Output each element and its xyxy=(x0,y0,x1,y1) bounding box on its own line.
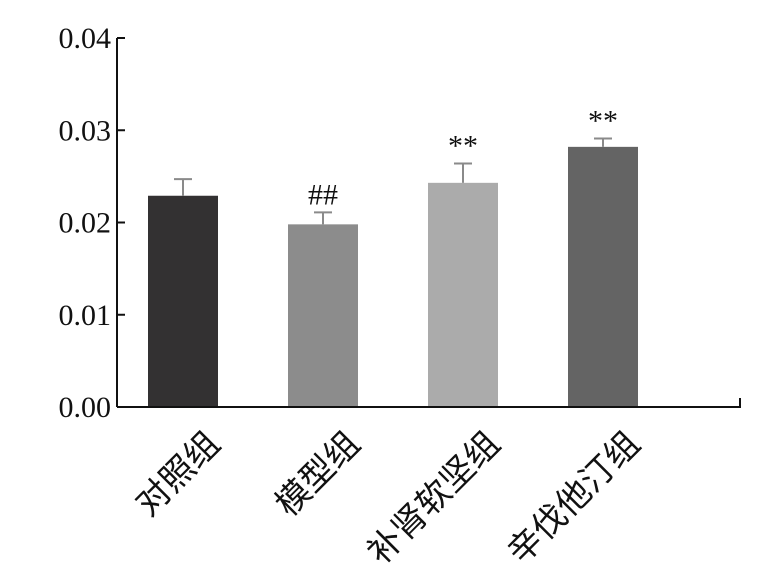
bar xyxy=(428,182,498,407)
bars-group xyxy=(148,146,638,408)
x-category-label: 辛伐他汀组 xyxy=(500,424,648,570)
significance-marker: ** xyxy=(588,105,618,138)
bar xyxy=(288,224,358,407)
y-axis-ticks-group: 0.00 0.01 0.02 0.03 0.04 xyxy=(59,22,125,424)
x-category-label: 模型组 xyxy=(268,424,368,524)
y-tick-label: 0.02 xyxy=(59,207,112,240)
y-tick-label: 0.03 xyxy=(59,114,112,147)
significance-marker: ## xyxy=(308,178,338,211)
x-axis-line xyxy=(117,398,741,408)
y-tick-label: 0.01 xyxy=(59,299,112,332)
significance-markers-group: ## ** ** xyxy=(308,105,618,212)
error-bars-group xyxy=(174,137,612,225)
x-category-label: 补肾软坚组 xyxy=(360,424,508,570)
bar xyxy=(568,146,638,408)
y-tick-label: 0.04 xyxy=(59,22,112,55)
x-category-label: 对照组 xyxy=(128,424,228,524)
significance-marker: ** xyxy=(448,129,478,162)
y-tick-label: 0.00 xyxy=(59,391,112,424)
bar xyxy=(148,195,218,407)
